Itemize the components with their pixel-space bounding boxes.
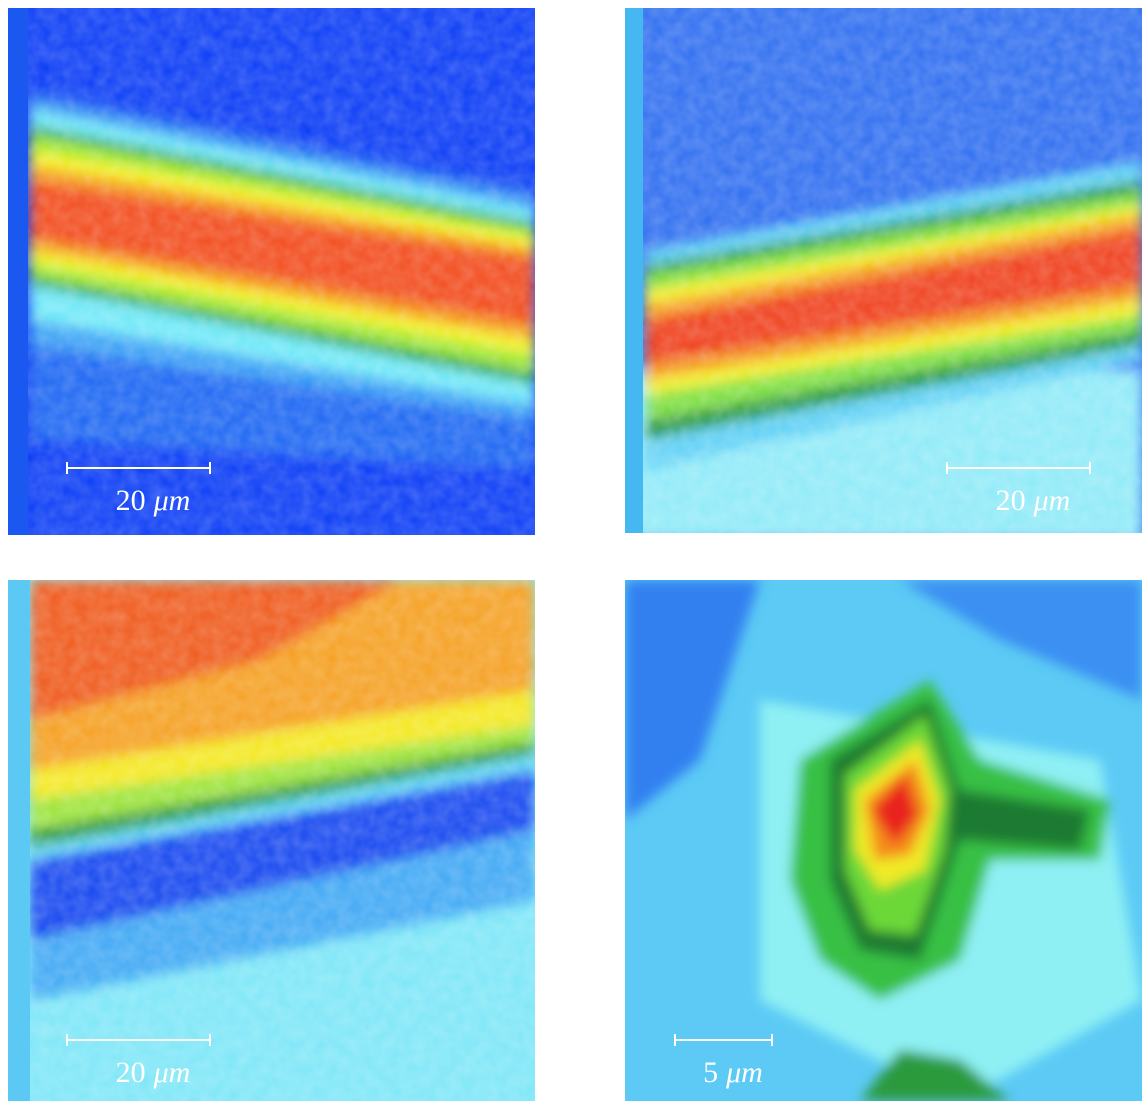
panel-image <box>625 580 1142 1101</box>
scale-label: 5 μm <box>703 1056 763 1089</box>
scale-unit: μm <box>153 1056 191 1089</box>
scale-label: 20 μm <box>996 484 1071 517</box>
scale-bar <box>674 1034 773 1046</box>
panel-image <box>8 580 535 1101</box>
scale-value: 20 <box>116 484 146 517</box>
scale-label: 20 μm <box>116 484 191 517</box>
scale-label: 20 μm <box>116 1056 191 1089</box>
scale-unit: μm <box>725 1056 763 1089</box>
scale-unit: μm <box>153 484 191 517</box>
panel-image <box>8 8 535 535</box>
scale-value: 5 <box>703 1056 718 1089</box>
scale-bar <box>946 462 1091 474</box>
scale-bar <box>66 462 211 474</box>
scale-value: 20 <box>116 1056 146 1089</box>
scale-value: 20 <box>996 484 1026 517</box>
scale-unit: μm <box>1033 484 1071 517</box>
panel-image <box>625 8 1142 533</box>
scale-bar <box>66 1034 211 1046</box>
